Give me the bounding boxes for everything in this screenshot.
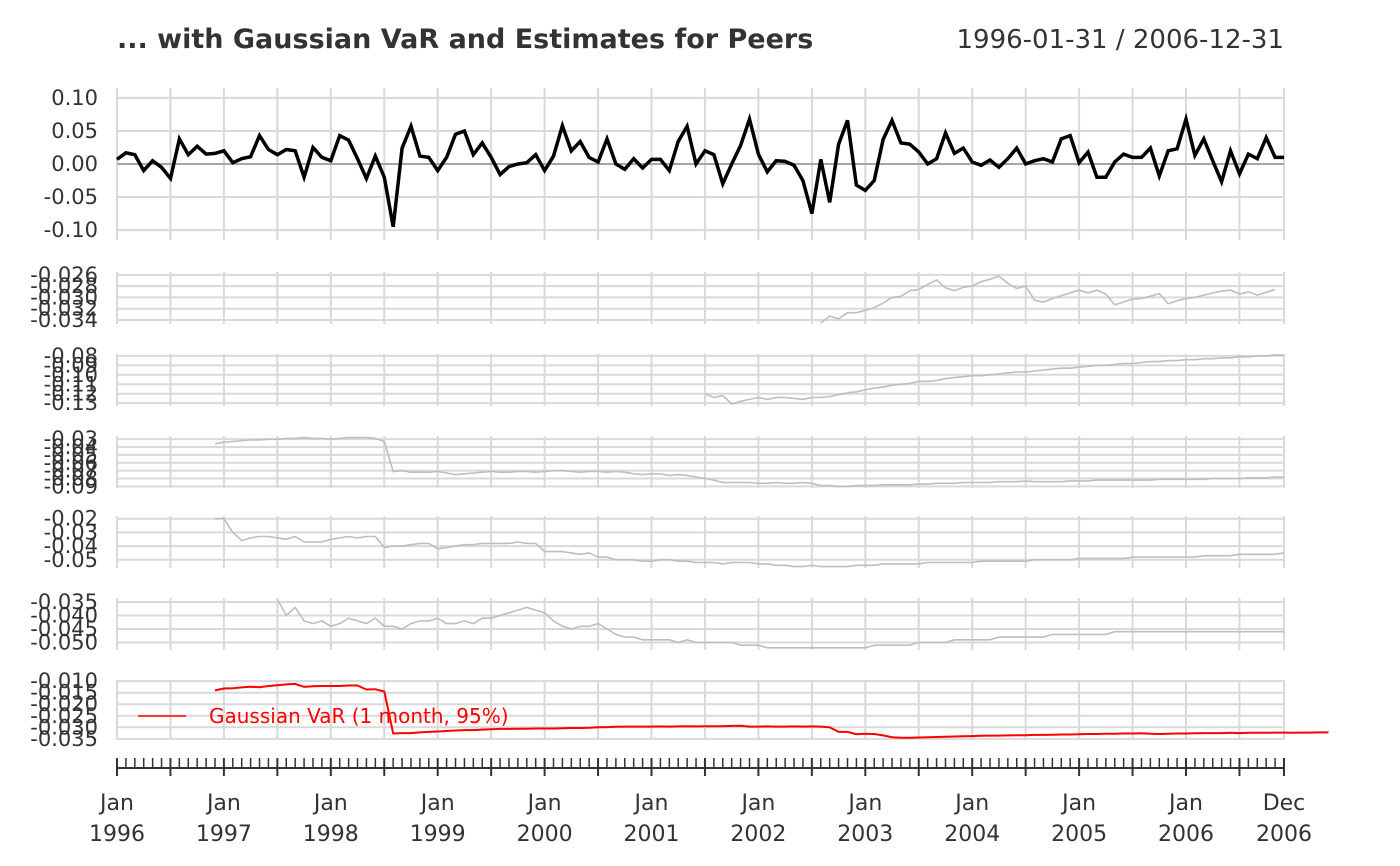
y-tick-label: -0.03: [44, 427, 98, 451]
y-tick-label: 0.10: [51, 86, 98, 110]
x-tick-month: Jan: [739, 791, 775, 816]
y-tick-label: -0.11: [44, 372, 98, 396]
series-line-peer-5: [276, 598, 1284, 649]
y-tick-label: -0.030: [30, 715, 98, 739]
x-tick-year: 1999: [410, 822, 466, 847]
x-tick-month: Jan: [312, 791, 348, 816]
panel-peer-2: -0.08-0.09-0.10-0.11-0.12-0.13: [44, 344, 1285, 415]
legend-label-gaussian-var: Gaussian VaR (1 month, 95%): [209, 704, 509, 728]
y-tick-label: -0.025: [30, 704, 98, 728]
y-tick-label: -0.05: [44, 185, 98, 209]
x-axis: Jan 1996 Jan 1997 Jan 1998 Jan 1999 Jan 2000 Jan 20…: [89, 758, 1312, 847]
y-tick-label: -0.045: [30, 617, 98, 641]
y-tick-label: -0.10: [44, 363, 98, 387]
y-tick-label: -0.03: [44, 520, 98, 544]
series-line-returns: [115, 112, 1284, 228]
x-tick-year: 1996: [89, 822, 145, 847]
series-line-gaussian-var: [214, 682, 1329, 739]
x-tick-year: 1998: [303, 822, 359, 847]
y-tick-label: -0.015: [30, 681, 98, 705]
y-tick-label: -0.10: [44, 218, 98, 242]
series-line-peer-3: [214, 436, 1284, 488]
series-line-peer-1: [820, 275, 1276, 324]
x-tick-year: 2005: [1051, 822, 1107, 847]
x-tick-month: Jan: [205, 791, 241, 816]
panel-peer-1: -0.026-0.028-0.030-0.032-0.034: [30, 263, 1285, 332]
x-tick-year: 2006: [1256, 822, 1312, 847]
y-tick-label: -0.06: [44, 451, 98, 475]
x-tick-month: Jan: [1060, 791, 1096, 816]
y-tick-label: -0.035: [30, 727, 98, 751]
y-tick-label: -0.034: [30, 308, 98, 332]
x-tick-month: Jan: [419, 791, 455, 816]
x-tick-month: Jan: [1167, 791, 1203, 816]
date-range-label: 1996-01-31 / 2006-12-31: [957, 25, 1285, 55]
series-line-peer-4: [215, 517, 1285, 568]
y-tick-label: -0.010: [30, 669, 98, 693]
x-tick-month: Jan: [633, 791, 669, 816]
x-tick-year: 2003: [837, 822, 893, 847]
panel-peer-3: -0.03-0.04-0.05-0.06-0.07-0.08-0.09: [44, 427, 1285, 498]
y-tick-label: -0.05: [44, 548, 98, 572]
x-tick-month: Jan: [526, 791, 562, 816]
y-tick-label: 0.00: [51, 152, 98, 176]
y-tick-label: -0.04: [44, 534, 98, 558]
x-tick-year: 2002: [730, 822, 786, 847]
y-tick-label: -0.040: [30, 604, 98, 628]
panel-peer-5: -0.035-0.040-0.045-0.050: [30, 590, 1285, 654]
legend: Gaussian VaR (1 month, 95%): [138, 704, 509, 728]
series-line-peer-2: [704, 354, 1284, 406]
x-tick-month: Jan: [846, 791, 882, 816]
panel-gaussian-var: -0.010-0.015-0.020-0.025-0.030-0.035: [30, 669, 1329, 751]
panel-returns: 0.10 0.05 0.00 -0.05 -0.10: [44, 86, 1285, 242]
x-tick-year: 2006: [1158, 822, 1214, 847]
y-tick-label: -0.08: [44, 467, 98, 491]
y-tick-label: -0.07: [44, 459, 98, 483]
y-tick-label: -0.04: [44, 435, 98, 459]
y-tick-label: -0.026: [30, 263, 98, 287]
y-tick-label: -0.028: [30, 274, 98, 298]
y-tick-label: -0.050: [30, 630, 98, 654]
y-tick-label: -0.030: [30, 285, 98, 309]
x-tick-month: Dec: [1263, 791, 1306, 816]
y-tick-label: -0.05: [44, 443, 98, 467]
x-tick-year: 2001: [624, 822, 680, 847]
x-tick-year: 2004: [944, 822, 1000, 847]
panels: 0.100.050.00-0.05-0.10-0.026-0.028-0.030…: [30, 86, 1329, 751]
x-tick-year: 1997: [196, 822, 252, 847]
y-tick-label: -0.09: [44, 353, 98, 377]
y-tick-label: -0.09: [44, 474, 98, 498]
y-tick-label: -0.020: [30, 692, 98, 716]
chart-title: ... with Gaussian VaR and Estimates for …: [117, 24, 813, 55]
y-tick-label: -0.035: [30, 590, 98, 614]
x-tick-year: 2000: [517, 822, 573, 847]
panel-peer-4: -0.02-0.03-0.04-0.05: [44, 507, 1285, 572]
y-tick-label: -0.08: [44, 344, 98, 368]
x-tick-month: Jan: [98, 791, 134, 816]
y-tick-label: -0.02: [44, 507, 98, 531]
y-tick-label: -0.12: [44, 382, 98, 406]
y-tick-label: 0.05: [51, 119, 98, 143]
y-tick-label: -0.13: [44, 391, 98, 415]
y-tick-label: -0.032: [30, 297, 98, 321]
x-tick-month: Jan: [953, 791, 989, 816]
